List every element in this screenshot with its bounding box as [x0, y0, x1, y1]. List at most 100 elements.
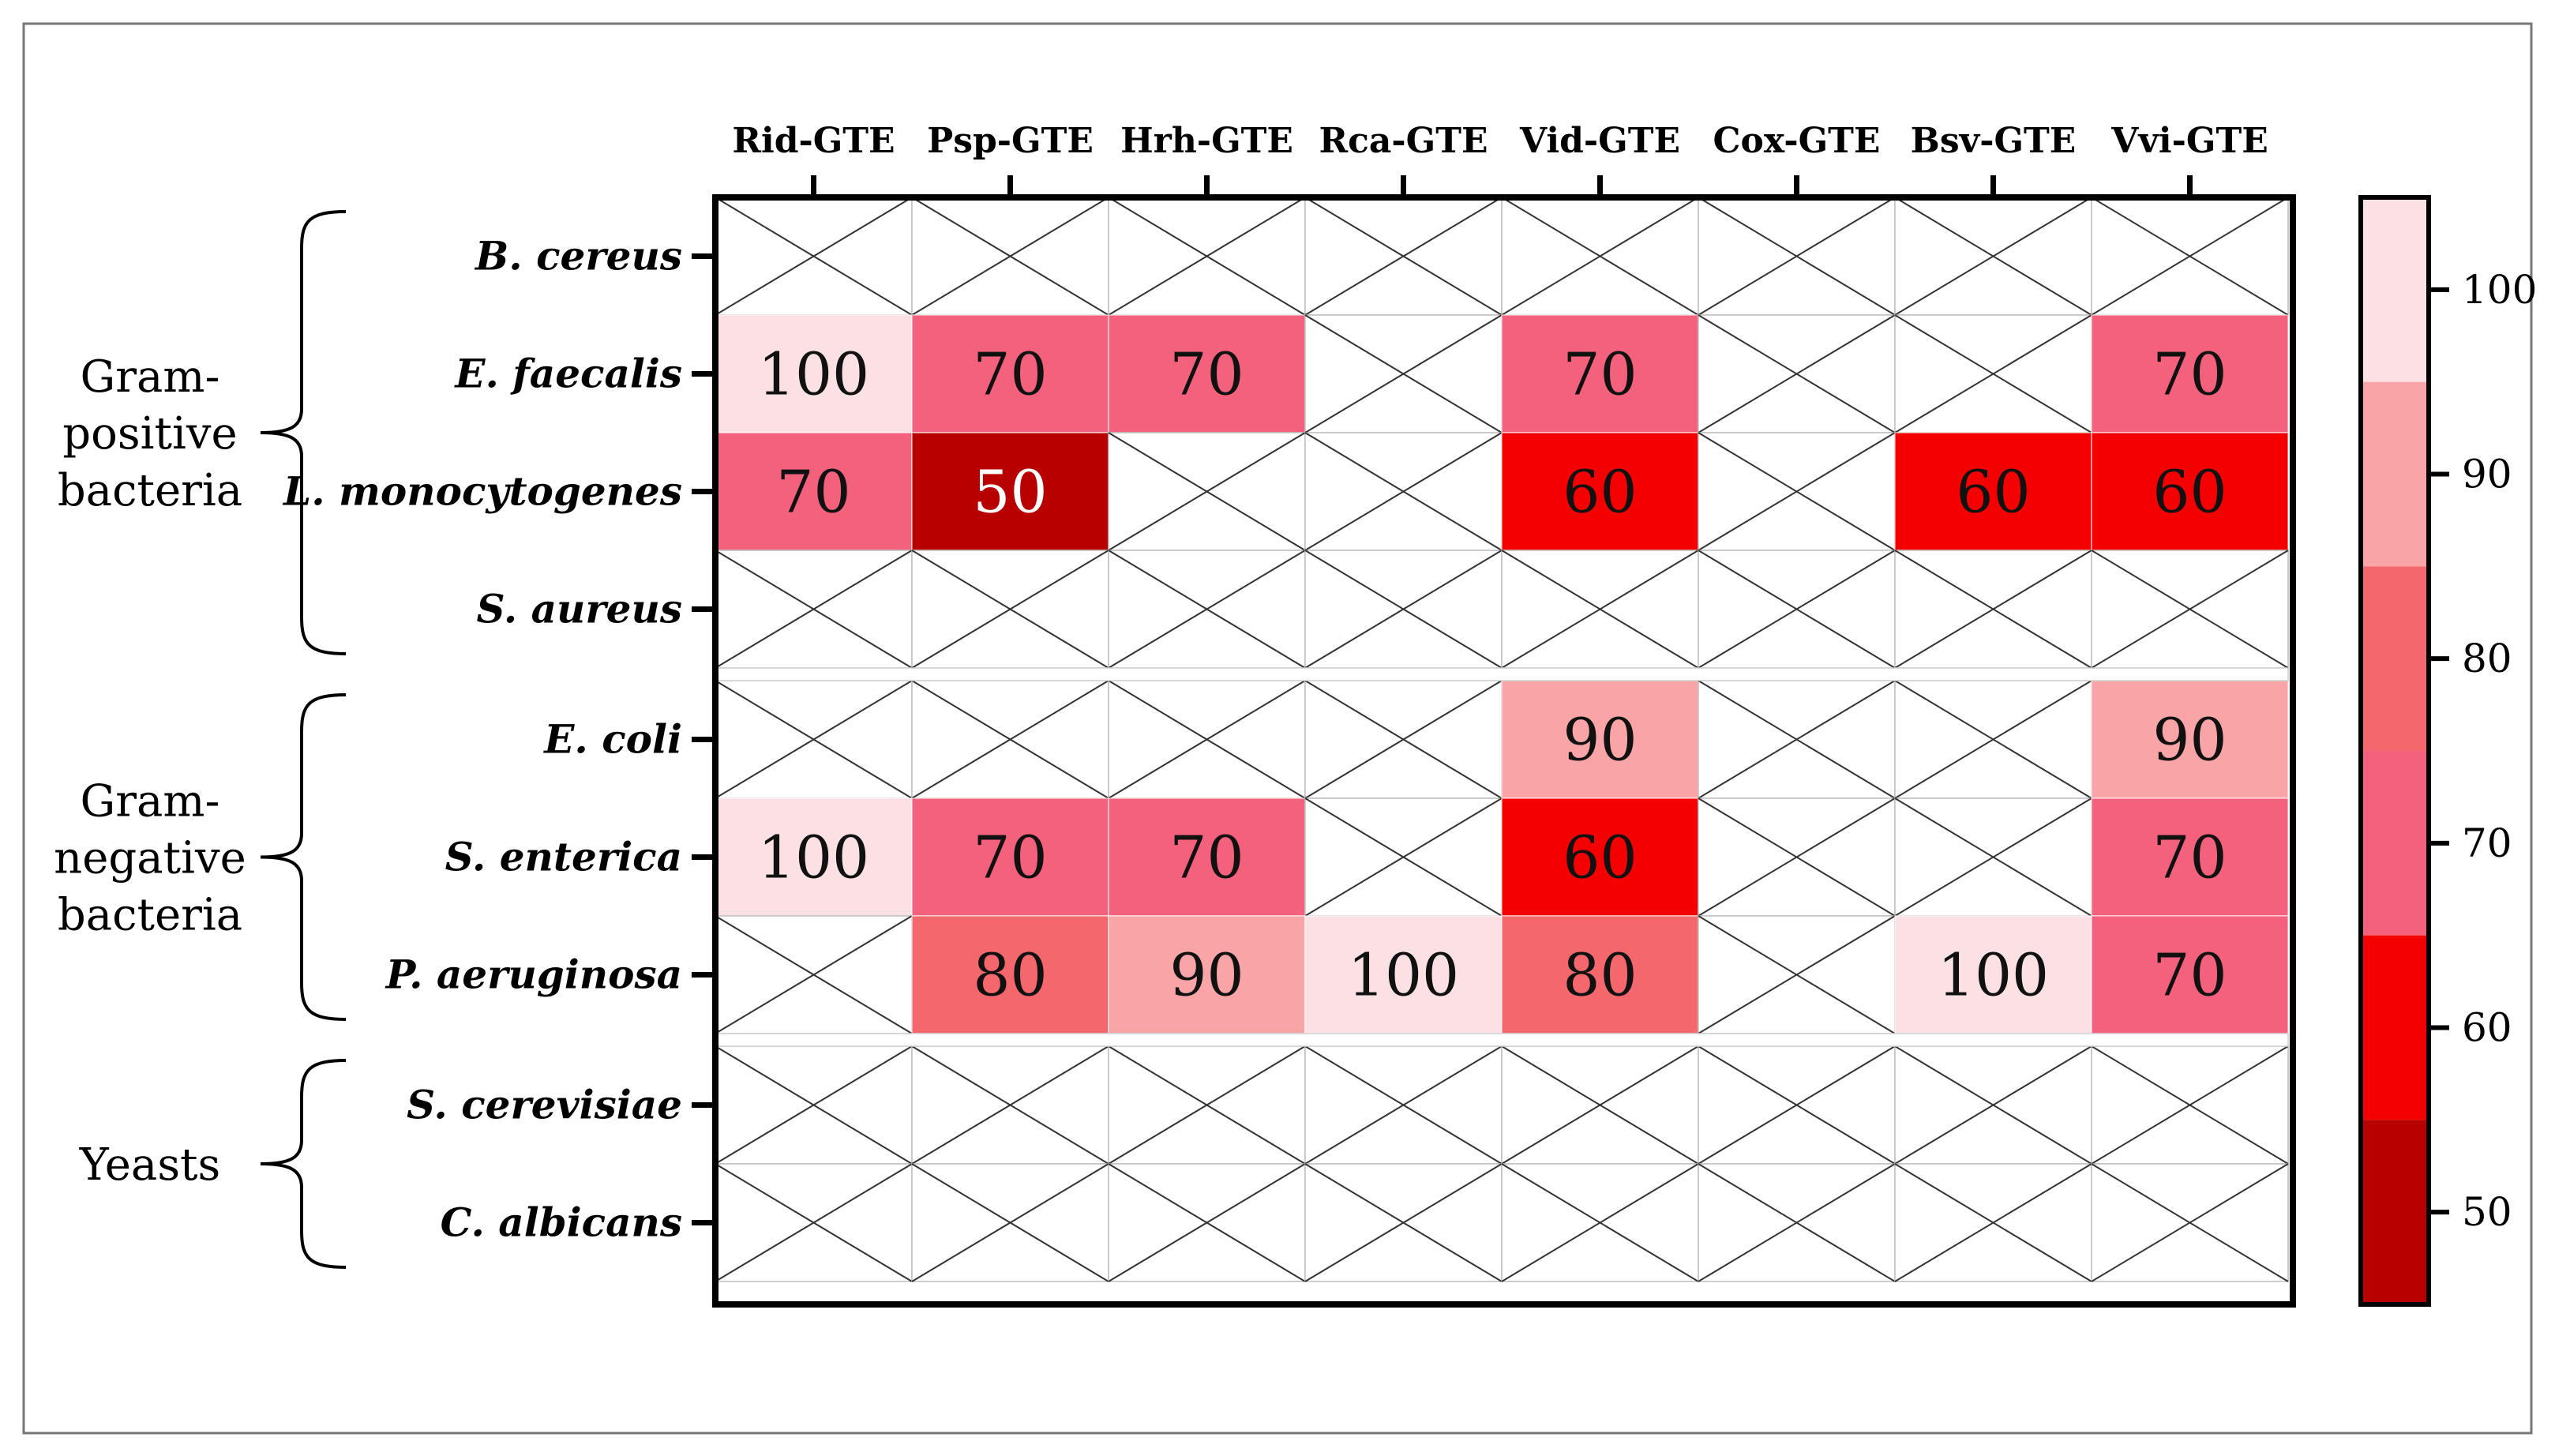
cell-s-enterica-vvi-gte: [2091, 797, 2289, 917]
col-label-psp-gte: Psp-GTE: [927, 121, 1094, 161]
cell-b-cereus-hrh-gte-empty: [1108, 197, 1306, 316]
cell-p-aeruginosa-psp-gte-value: 80: [973, 942, 1047, 1010]
cell-p-aeruginosa-rca-gte-value: 100: [1348, 942, 1459, 1010]
colorbar-tick-label-70: 70: [2462, 820, 2512, 866]
cell-l-monocytogenes-rid-gte-value: 70: [776, 459, 850, 527]
cell-p-aeruginosa-rca-gte: [1304, 915, 1503, 1034]
cell-l-monocytogenes-hrh-gte-empty: [1108, 432, 1306, 551]
cell-c-albicans-vvi-gte-empty: [2091, 1163, 2289, 1282]
row-groups: Gram-positivebacteriaGram-negativebacter…: [54, 210, 347, 1269]
cell-s-aureus-vvi-gte-empty: [2091, 550, 2289, 669]
cell-s-aureus-psp-gte-empty: [911, 550, 1109, 669]
col-label-vvi-gte: Vvi-GTE: [2110, 121, 2268, 161]
group-label-gram-positive-bacteria-line-3: bacteria: [58, 465, 242, 516]
cell-b-cereus-rid-gte-empty: [715, 197, 913, 316]
cell-p-aeruginosa-vid-gte: [1501, 915, 1699, 1034]
heatmap-cells: [715, 197, 2289, 1282]
colorbar-band-80: [2361, 566, 2429, 751]
colorbar-band-60: [2361, 935, 2429, 1120]
brace-yeasts: [260, 1059, 347, 1269]
row-label-c-albicans: C. albicans: [441, 1199, 682, 1246]
row-label-p-aeruginosa: P. aeruginosa: [385, 951, 682, 998]
col-label-rid-gte: Rid-GTE: [732, 121, 895, 161]
cell-e-faecalis-vid-gte-value: 70: [1563, 341, 1637, 409]
cell-b-cereus-vid-gte-empty: [1501, 197, 1699, 316]
cell-s-cerevisiae-bsv-gte-empty: [1894, 1045, 2092, 1165]
cell-s-cerevisiae-cox-gte-empty: [1698, 1045, 1896, 1165]
colorbar: 100 90 80 70 60 50: [2358, 195, 2537, 1307]
cell-l-monocytogenes-rca-gte-empty: [1304, 432, 1503, 551]
cell-p-aeruginosa-rid-gte-empty: [715, 915, 913, 1034]
row-label-s-enterica: S. enterica: [445, 834, 682, 880]
cell-e-coli-vid-gte: [1501, 680, 1699, 799]
cell-s-aureus-cox-gte-empty: [1698, 550, 1896, 669]
cell-b-cereus-rca-gte-empty: [1304, 197, 1503, 316]
row-labels: B. cereus E. faecalis L. monocytogenes S. a…: [282, 233, 714, 1246]
cell-e-coli-cox-gte-empty: [1698, 680, 1896, 799]
cell-s-aureus-bsv-gte-empty: [1894, 550, 2092, 669]
cell-e-faecalis-vvi-gte-value: 70: [2152, 341, 2227, 409]
group-label-gram-negative-bacteria-line-2: negative: [54, 833, 246, 884]
cell-e-faecalis-rid-gte-value: 100: [758, 341, 869, 409]
cell-p-aeruginosa-vid-gte-value: 80: [1563, 942, 1637, 1010]
cell-l-monocytogenes-vid-gte: [1501, 432, 1699, 551]
cell-s-aureus-hrh-gte-empty: [1108, 550, 1306, 669]
cell-s-enterica-vvi-gte-value: 70: [2152, 824, 2227, 892]
group-label-gram-positive-bacteria-line-1: Gram-: [81, 351, 220, 403]
cell-s-enterica-rid-gte: [715, 797, 913, 917]
cell-c-albicans-bsv-gte-empty: [1894, 1163, 2092, 1282]
colorbar-tick-label-80: 80: [2462, 636, 2512, 681]
cell-c-albicans-hrh-gte-empty: [1108, 1163, 1306, 1282]
cell-b-cereus-psp-gte-empty: [911, 197, 1109, 316]
cell-s-cerevisiae-hrh-gte-empty: [1108, 1045, 1306, 1165]
col-label-vid-gte: Vid-GTE: [1519, 121, 1680, 161]
colorbar-band-50: [2361, 1120, 2429, 1304]
col-label-cox-gte: Cox-GTE: [1713, 121, 1881, 161]
cell-s-enterica-hrh-gte-value: 70: [1169, 824, 1244, 892]
cell-s-enterica-bsv-gte-empty: [1894, 797, 2092, 917]
cell-e-faecalis-vvi-gte: [2091, 314, 2289, 433]
cell-e-faecalis-hrh-gte: [1108, 314, 1306, 433]
cell-s-aureus-rca-gte-empty: [1304, 550, 1503, 669]
group-gap-1: [715, 667, 2289, 681]
cell-c-albicans-rca-gte-empty: [1304, 1163, 1503, 1282]
colorbar-border: [2358, 195, 2431, 1307]
cell-p-aeruginosa-vvi-gte: [2091, 915, 2289, 1034]
cell-c-albicans-rid-gte-empty: [715, 1163, 913, 1282]
cell-s-cerevisiae-rca-gte-empty: [1304, 1045, 1503, 1165]
cell-s-aureus-vid-gte-empty: [1501, 550, 1699, 669]
cell-l-monocytogenes-psp-gte: [911, 432, 1109, 551]
cell-p-aeruginosa-bsv-gte-value: 100: [1938, 942, 2049, 1010]
group-gap-2: [715, 1033, 2289, 1047]
cell-e-faecalis-psp-gte-value: 70: [973, 341, 1047, 409]
colorbar-tick-label-100: 100: [2462, 267, 2537, 313]
cell-b-cereus-vvi-gte-empty: [2091, 197, 2289, 316]
cell-e-coli-vid-gte-value: 90: [1563, 707, 1637, 775]
cell-e-coli-rca-gte-empty: [1304, 680, 1503, 799]
cell-l-monocytogenes-vid-gte-value: 60: [1563, 459, 1637, 527]
cell-e-coli-bsv-gte-empty: [1894, 680, 2092, 799]
cell-e-faecalis-psp-gte: [911, 314, 1109, 433]
row-label-e-coli: E. coli: [542, 716, 682, 763]
cell-p-aeruginosa-bsv-gte: [1894, 915, 2092, 1034]
colorbar-tick-label-90: 90: [2462, 452, 2512, 497]
cell-p-aeruginosa-cox-gte-empty: [1698, 915, 1896, 1034]
colorbar-band-90: [2361, 381, 2429, 567]
cell-c-albicans-cox-gte-empty: [1698, 1163, 1896, 1282]
row-label-l-monocytogenes: L. monocytogenes: [282, 468, 682, 515]
cell-l-monocytogenes-rid-gte: [715, 432, 913, 551]
row-label-s-aureus: S. aureus: [476, 586, 682, 632]
col-label-rca-gte: Rca-GTE: [1319, 121, 1488, 161]
col-label-bsv-gte: Bsv-GTE: [1911, 121, 2077, 161]
cell-l-monocytogenes-cox-gte-empty: [1698, 432, 1896, 551]
colorbar-band-100: [2361, 197, 2429, 382]
row-label-s-cerevisiae: S. cerevisiae: [407, 1082, 682, 1128]
cell-e-coli-vvi-gte: [2091, 680, 2289, 799]
row-label-e-faecalis: E. faecalis: [453, 351, 682, 397]
cell-l-monocytogenes-bsv-gte: [1894, 432, 2092, 551]
cell-e-coli-psp-gte-empty: [911, 680, 1109, 799]
cell-p-aeruginosa-hrh-gte: [1108, 915, 1306, 1034]
group-separators: [715, 667, 2289, 1047]
cell-s-enterica-vid-gte-value: 60: [1563, 824, 1637, 892]
